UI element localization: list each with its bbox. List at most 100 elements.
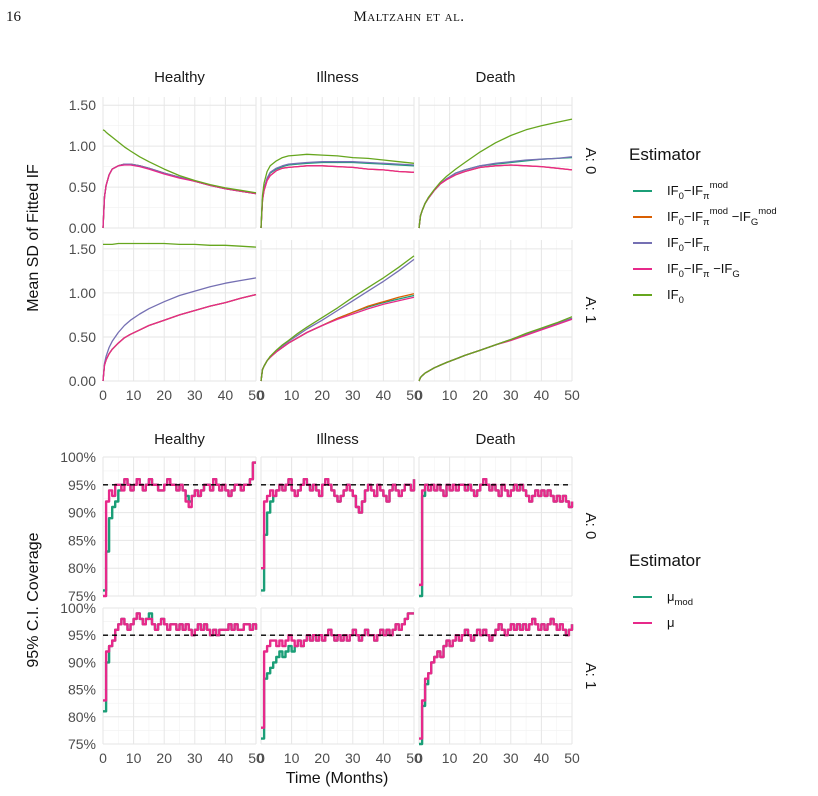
series-line-if0 [260, 255, 415, 382]
y-tick-label: 95% [68, 627, 96, 643]
x-tick-label: 30 [187, 387, 203, 403]
y-axis-label: Mean SD of Fitted IF [25, 164, 42, 312]
legend-item: μ [633, 615, 675, 630]
column-strip-label: Death [475, 431, 515, 448]
legend-item: IF0−IFπmod −IFGmod [633, 206, 777, 228]
x-tick-label: 10 [284, 387, 300, 403]
x-tick-label: 30 [345, 750, 361, 766]
x-tick-label: 20 [472, 750, 488, 766]
x-tick-label: 30 [503, 387, 519, 403]
panel-death-row0 [418, 456, 574, 598]
y-tick-label: 1.00 [69, 285, 96, 301]
panel-healthy-row0 [102, 97, 257, 229]
x-tick-label: 40 [534, 387, 550, 403]
x-tick-label: 30 [187, 750, 203, 766]
y-tick-label: 0.50 [69, 329, 96, 345]
series-line-if0 [102, 129, 257, 194]
series-line-ifpig [102, 293, 257, 382]
series-line-ifpig [260, 165, 415, 229]
series-line-if0 [418, 118, 573, 229]
x-tick-label: 50 [406, 387, 422, 403]
y-tick-label: 0.00 [69, 373, 96, 389]
legend: Estimator IF0−IFπmod IF0−IFπmod −IFGmod I… [629, 145, 777, 306]
legend-label-mu: μ [667, 615, 675, 630]
legend-title: Estimator [629, 145, 701, 164]
column-strip-label: Death [475, 69, 515, 86]
legend-item: IF0−IFπmod [633, 180, 728, 202]
x-tick-label: 30 [345, 387, 361, 403]
x-tick-label: 40 [218, 750, 234, 766]
panel-healthy-row0 [102, 456, 257, 598]
y-tick-label: 95% [68, 477, 96, 493]
panel-death-row1 [418, 607, 574, 746]
panel-healthy-row1 [102, 607, 258, 745]
page-header: 16 Maltzahn et al. [0, 0, 818, 40]
series-line-if0 [103, 242, 257, 248]
x-tick-label: 40 [534, 750, 550, 766]
x-tick-label: 40 [376, 750, 392, 766]
page-number: 16 [6, 9, 21, 25]
series-line-mu [261, 478, 416, 570]
chart-1: 0.00 0.50 1.00 1.50 A: 0 0.00 0.50 1.00 1.50 0 10 2… [25, 69, 777, 403]
legend-label-if0: IF0 [667, 287, 684, 306]
legend-label-ifpig: IF0−IFπ −IFG [667, 261, 740, 280]
series-line-ifpi [102, 277, 257, 382]
panel-illness-row0 [260, 97, 415, 229]
x-tick-label: 0 [257, 750, 265, 766]
y-tick-label: 80% [68, 709, 96, 725]
y-tick-label: 1.00 [69, 138, 96, 154]
row-strip-label: A: 0 [582, 513, 599, 540]
panel-death-row1 [418, 240, 573, 382]
legend-label-mumod: μmod [667, 589, 693, 608]
x-tick-label: 10 [284, 750, 300, 766]
x-tick-label: 10 [126, 387, 142, 403]
legend-item: μmod [633, 589, 693, 608]
x-tick-label: 0 [99, 387, 107, 403]
y-tick-label: 80% [68, 560, 96, 576]
series-line-if0 [418, 316, 573, 382]
y-tick-label: 90% [68, 505, 96, 521]
legend-item: IF0 [633, 287, 684, 306]
panel-illness-row1 [260, 607, 415, 745]
x-tick-label: 20 [472, 387, 488, 403]
x-tick-label: 0 [257, 387, 265, 403]
legend-title: Estimator [629, 551, 701, 570]
row-strip-label: A: 1 [582, 297, 599, 324]
panel-illness-row0 [260, 456, 416, 597]
x-tick-label: 40 [376, 387, 392, 403]
x-tick-label: 20 [314, 750, 330, 766]
y-tick-label: 100% [60, 600, 96, 616]
y-tick-label: 75% [68, 736, 96, 752]
x-tick-label: 50 [564, 387, 580, 403]
y-tick-label: 75% [68, 588, 96, 604]
chart-2: 75% 80% 85% 90% 95% 100% A: 0 75% 80% 85% 90% 95% 10… [25, 431, 701, 787]
panel-death-row0 [418, 97, 573, 229]
x-tick-label: 0 [99, 750, 107, 766]
x-tick-label: 10 [442, 750, 458, 766]
legend-label-ifmodg: IF0−IFπmod −IFGmod [667, 206, 777, 228]
x-tick-label: 0 [415, 387, 423, 403]
panel-illness-row1 [260, 240, 415, 382]
x-tick-label: 50 [248, 387, 264, 403]
row-strip-label: A: 1 [582, 663, 599, 690]
x-tick-label: 50 [406, 750, 422, 766]
column-strip-label: Healthy [154, 431, 205, 448]
legend-item: IF0−IFπ [633, 235, 710, 254]
y-axis-label: 95% C.I. Coverage [25, 532, 42, 667]
legend-label-ifpi: IF0−IFπ [667, 235, 710, 254]
x-tick-label: 20 [314, 387, 330, 403]
column-strip-label: Illness [316, 69, 359, 86]
x-tick-label: 50 [564, 750, 580, 766]
x-tick-label: 50 [248, 750, 264, 766]
y-tick-label: 100% [60, 449, 96, 465]
column-strip-label: Healthy [154, 69, 205, 86]
y-tick-label: 85% [68, 532, 96, 548]
y-tick-label: 0.50 [69, 179, 96, 195]
series-line-ifpig [102, 164, 257, 229]
series-line-mu [419, 617, 574, 740]
column-strip-label: Illness [316, 431, 359, 448]
x-tick-label: 0 [415, 750, 423, 766]
x-tick-label: 20 [156, 750, 172, 766]
x-tick-label: 20 [156, 387, 172, 403]
